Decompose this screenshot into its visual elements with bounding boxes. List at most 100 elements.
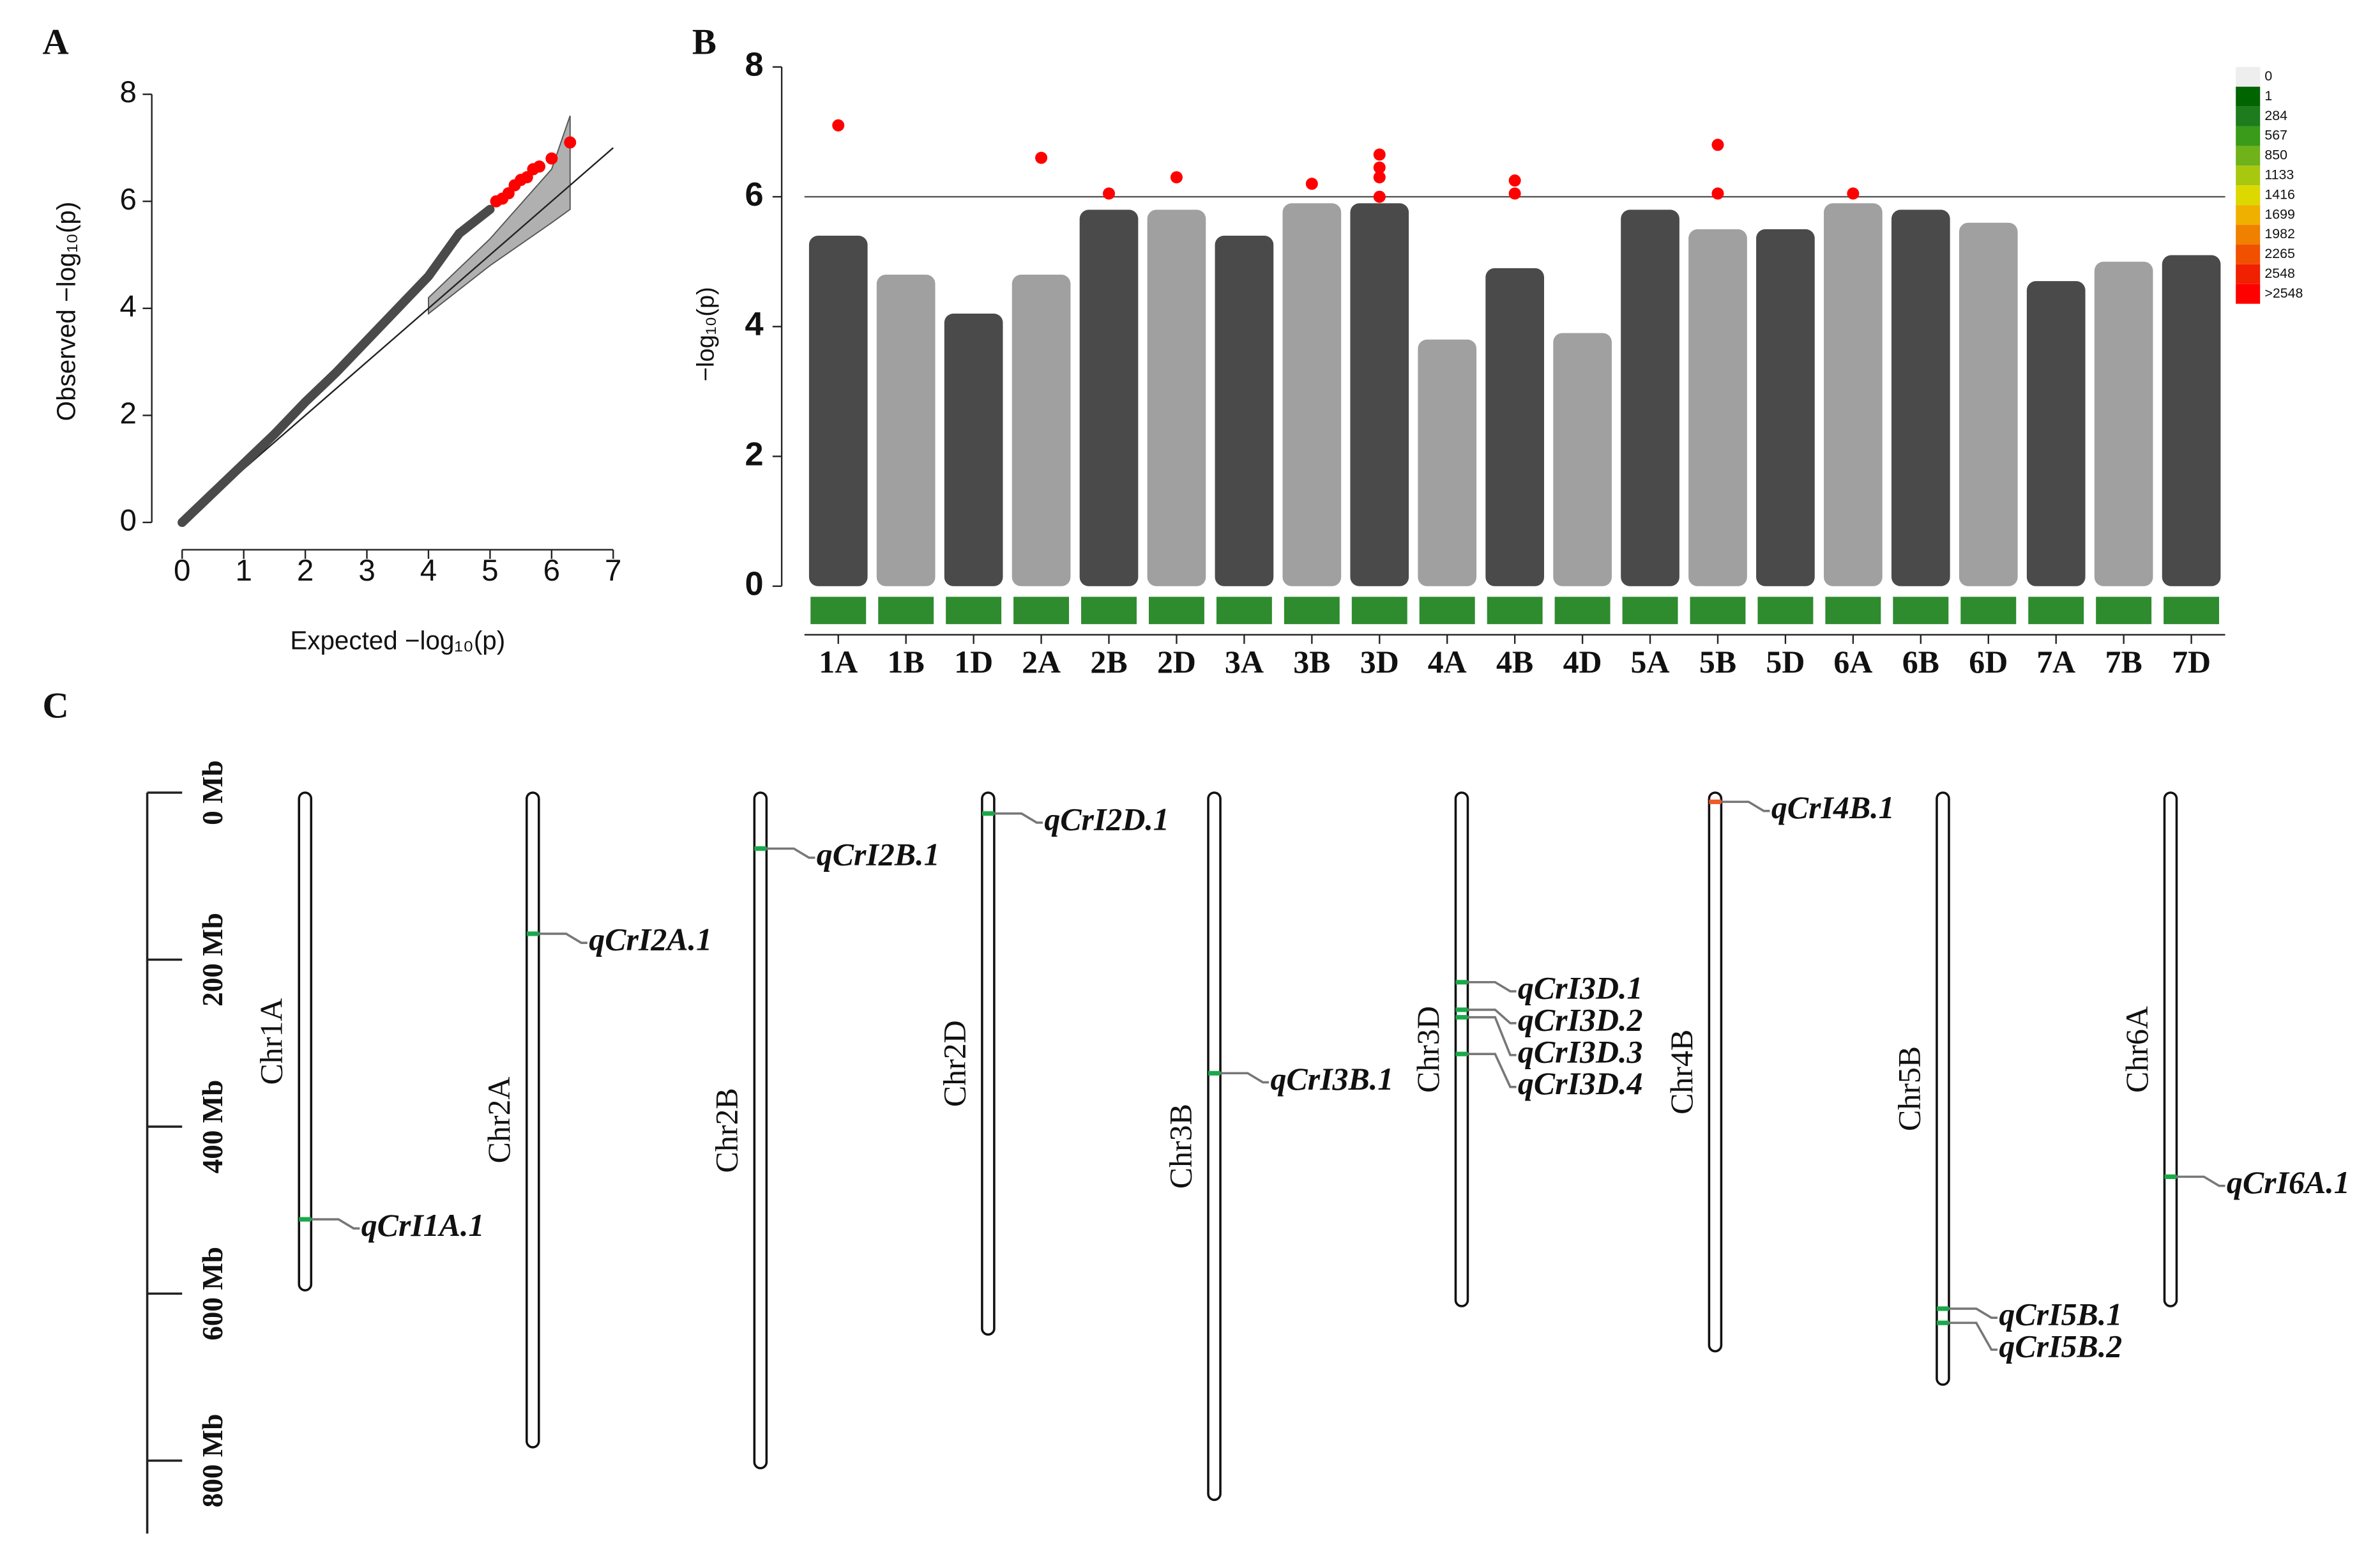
significant-point — [564, 136, 577, 149]
qtl-leader — [311, 1218, 360, 1230]
chromosome-peak — [808, 236, 868, 586]
y-tick-label: 8 — [119, 75, 136, 109]
chromosome-label: Chr3B — [1163, 1104, 1198, 1189]
chromosome-peak — [1824, 203, 1883, 586]
confidence-band — [428, 115, 571, 316]
legend-label: 567 — [2264, 128, 2287, 143]
legend-swatch — [2236, 146, 2261, 166]
legend-label: 1699 — [2264, 206, 2295, 222]
significant-point — [1035, 151, 1048, 164]
chromosome-label: Chr4B — [1664, 1030, 1699, 1115]
significant-point — [1305, 178, 1318, 190]
x-tick-label: 4D — [1563, 644, 1602, 680]
significant-point — [1711, 139, 1724, 151]
scale-tick-label: 600 Mb — [197, 1247, 229, 1341]
x-tick-label: 4A — [1428, 644, 1467, 680]
chromosome — [526, 791, 540, 1449]
chromosome-peak — [1147, 209, 1206, 586]
qtl-label: qCrI3D.4 — [1518, 1066, 1643, 1101]
chromosome-peak — [1959, 222, 2018, 586]
x-tick-label: 3 — [358, 554, 375, 588]
density-strip — [1351, 597, 1407, 625]
qtl-leader — [538, 933, 587, 944]
chromosome-peak — [1012, 275, 1071, 586]
x-tick-label: 2 — [297, 554, 314, 588]
chromosome — [981, 791, 996, 1336]
qtl-leader — [1948, 1307, 1998, 1319]
scale-tick-label: 400 Mb — [197, 1080, 229, 1174]
chromosome — [1207, 791, 1222, 1502]
legend-label: 2548 — [2264, 266, 2295, 281]
chromosome-peak — [2162, 255, 2221, 586]
x-tick-label: 6 — [543, 554, 560, 588]
x-axis-label: Expected −log₁₀(p) — [290, 625, 505, 655]
x-tick-label: 0 — [174, 554, 190, 588]
legend-label: 284 — [2264, 108, 2287, 123]
x-tick-label: 1 — [235, 554, 252, 588]
chromosome — [753, 791, 768, 1470]
x-tick-label: 1A — [819, 644, 858, 680]
chromosome — [1936, 791, 1950, 1386]
legend-label: 850 — [2264, 148, 2287, 163]
significant-point — [1508, 187, 1521, 200]
chromosome-label: Chr6A — [2119, 1006, 2155, 1093]
chromosome-peak — [2026, 281, 2086, 586]
legend-label: 0 — [2264, 68, 2272, 84]
qtl-leader — [2176, 1175, 2225, 1187]
significant-point — [832, 119, 845, 132]
scale-tick-label: 800 Mb — [197, 1413, 229, 1507]
chromosome — [2163, 791, 2178, 1307]
chromosome — [1454, 791, 1469, 1307]
legend-swatch — [2236, 205, 2261, 225]
density-strip — [878, 597, 934, 625]
qq-line — [178, 204, 495, 528]
density-strip — [1284, 597, 1340, 625]
density-strip — [1487, 597, 1543, 625]
chromosome-peak — [1282, 203, 1342, 586]
chromosome-peak — [1756, 229, 1815, 586]
x-tick-label: 7 — [605, 554, 621, 588]
density-strip — [1216, 597, 1272, 625]
significant-point — [1847, 187, 1860, 200]
chromosome-label: Chr2B — [709, 1088, 745, 1173]
chromosome-label: Chr2D — [937, 1020, 972, 1107]
chromosome-label: Chr1A — [254, 998, 289, 1085]
qtl-leader — [1467, 1016, 1517, 1056]
significant-point — [1373, 190, 1386, 203]
significant-point — [1373, 148, 1386, 161]
legend-label: 1982 — [2264, 226, 2295, 241]
significant-point — [1711, 187, 1724, 200]
x-tick-label: 4B — [1496, 644, 1533, 680]
density-strip — [1081, 597, 1137, 625]
qtl-leader — [1467, 1053, 1517, 1088]
density-strip — [1893, 597, 1949, 625]
x-tick-label: 3B — [1293, 644, 1330, 680]
legend-label: >2548 — [2264, 286, 2303, 301]
y-tick-label: 2 — [119, 397, 136, 430]
significant-point — [1373, 171, 1386, 184]
qtl-label: qCrI4B.1 — [1771, 790, 1895, 825]
legend-label: 1416 — [2264, 187, 2295, 202]
qtl-label: qCrI2D.1 — [1044, 802, 1169, 837]
density-strip — [2096, 597, 2152, 625]
qtl-label: qCrI2A.1 — [589, 922, 712, 957]
chromosome-peak — [1553, 333, 1612, 586]
legend-label: 2265 — [2264, 246, 2295, 261]
y-tick-label: 0 — [745, 566, 764, 603]
qtl-leader — [1721, 800, 1770, 812]
x-tick-label: 2D — [1157, 644, 1196, 680]
y-tick-label: 0 — [119, 503, 136, 537]
chromosome-peak — [944, 313, 1003, 586]
qtl-label: qCrI5B.1 — [1999, 1297, 2122, 1332]
panel-label: C — [43, 685, 69, 726]
qtl-label: qCrI2B.1 — [817, 837, 940, 872]
qtl-leader — [1467, 1009, 1517, 1024]
density-strip — [946, 597, 1002, 625]
x-tick-label: 5D — [1766, 644, 1805, 680]
chromosome — [1708, 791, 1723, 1353]
x-tick-label: 1D — [954, 644, 993, 680]
chromosome-peak — [1891, 209, 1950, 586]
x-tick-label: 2A — [1022, 644, 1061, 680]
